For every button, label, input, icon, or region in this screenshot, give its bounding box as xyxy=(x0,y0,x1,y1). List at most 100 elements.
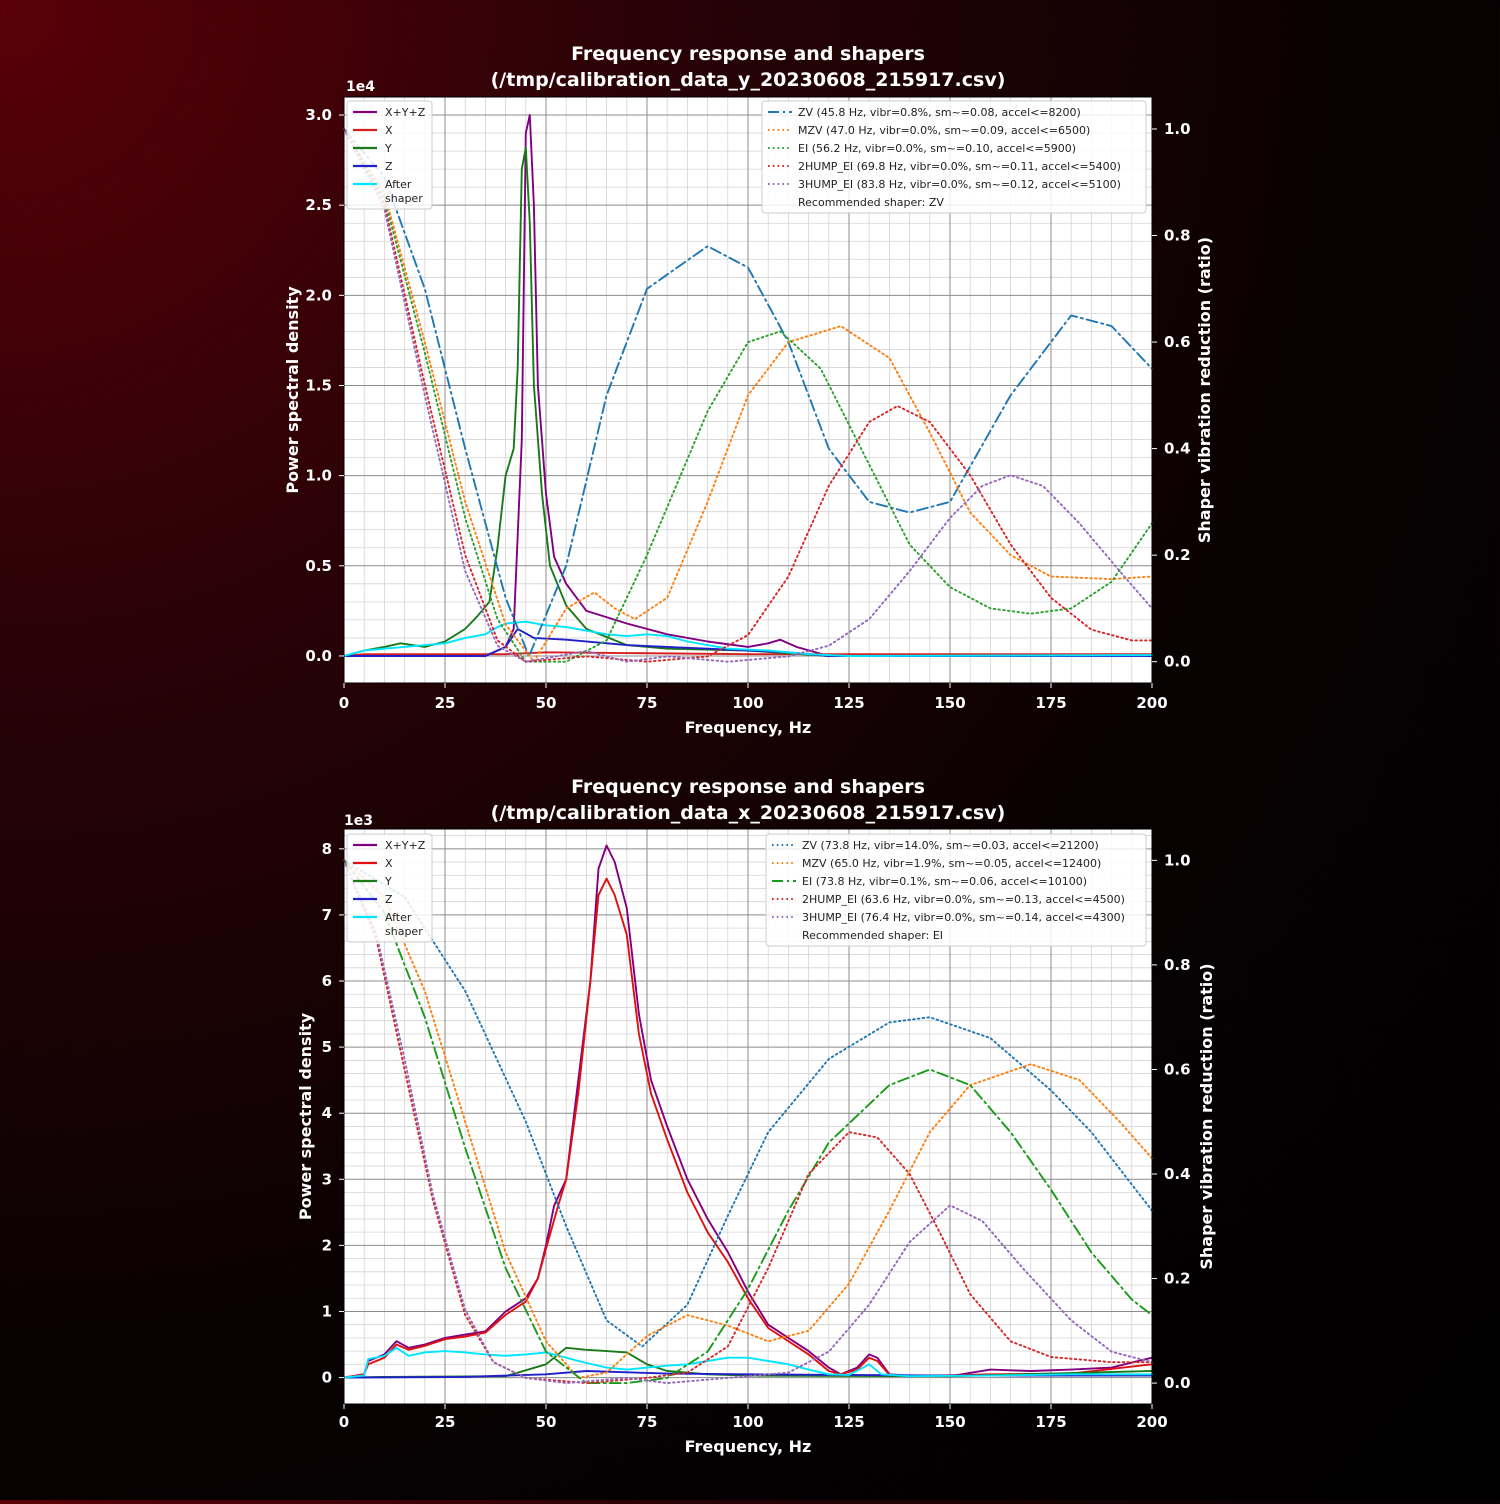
y-tick-label: 1.5 xyxy=(305,376,332,394)
x-tick-label: 100 xyxy=(732,1413,763,1431)
legend-right: ZV (45.8 Hz, vibr=0.8%, sm~=0.08, accel<… xyxy=(761,100,1147,214)
x-tick-label: 200 xyxy=(1136,1413,1167,1431)
series-line-2 xyxy=(343,877,1153,1379)
legend-left: X+Y+Z XYZ After shaper xyxy=(346,100,433,210)
y-tick-label: 8 xyxy=(322,840,332,858)
y-tick-label: 2.0 xyxy=(305,286,332,304)
y-tick-label: 4 xyxy=(322,1104,332,1122)
legend-left-label-line: shaper xyxy=(385,925,423,938)
legend-right-label: ZV (45.8 Hz, vibr=0.8%, sm~=0.08, accel<… xyxy=(798,106,1081,119)
chart-1: 0 25 50 75 100 125 150 175 200 0.0 0.5 1.0 1.5 2.0 2.5… xyxy=(283,43,1214,737)
y-multiplier: 1e4 xyxy=(346,79,375,95)
recommended-shaper: Recommended shaper: ZV xyxy=(798,196,944,209)
chart-title-line2: (/tmp/calibration_data_y_20230608_215917… xyxy=(491,69,1006,91)
y2-tick-label: 0.8 xyxy=(1164,227,1191,245)
x-tick-label: 175 xyxy=(1035,694,1066,712)
x-tick-label: 0 xyxy=(339,694,349,712)
series-line-10 xyxy=(343,128,1153,663)
legend-left-label-line: After xyxy=(385,911,412,924)
y-tick-label: 0.0 xyxy=(305,647,332,665)
legend-left-label: X+Y+Z xyxy=(385,106,426,119)
x-tick-label: 25 xyxy=(435,1413,456,1431)
y2-tick-label: 0.4 xyxy=(1164,1165,1191,1183)
x-axis-label: Frequency, Hz xyxy=(685,1437,812,1456)
y-tick-label: 2.5 xyxy=(305,196,332,214)
legend-right-label: EI (73.8 Hz, vibr=0.1%, sm~=0.06, accel<… xyxy=(802,875,1087,888)
series-line-7 xyxy=(343,859,1153,1379)
y2-tick-label: 1.0 xyxy=(1164,120,1191,138)
y2-tick-label: 0.0 xyxy=(1164,653,1191,671)
x-tick-label: 125 xyxy=(833,694,864,712)
x-tick-label: 50 xyxy=(536,1413,557,1431)
legend-right-label: EI (56.2 Hz, vibr=0.0%, sm~=0.10, accel<… xyxy=(798,142,1076,155)
series-group xyxy=(343,114,1153,663)
legend-left-label: Z xyxy=(385,893,393,906)
chart-title-line1: Frequency response and shapers xyxy=(571,43,925,65)
series-line-10 xyxy=(343,859,1153,1385)
x-tick-label: 75 xyxy=(637,694,658,712)
legend-right-label: 2HUMP_EI (63.6 Hz, vibr=0.0%, sm~=0.13, … xyxy=(802,893,1125,906)
x-tick-label: 175 xyxy=(1035,1413,1066,1431)
legend-left-label: After shaper xyxy=(385,178,423,205)
series-line-7 xyxy=(343,128,1153,663)
x-tick-label: 200 xyxy=(1136,694,1167,712)
legend-left-label: X+Y+Z xyxy=(385,839,426,852)
legend-right-box xyxy=(765,833,1147,947)
series-line-8 xyxy=(343,128,1153,663)
x-tick-label: 150 xyxy=(934,1413,965,1431)
series-line-5 xyxy=(343,1346,1153,1379)
chart-title-line2: (/tmp/calibration_data_x_20230608_215917… xyxy=(491,802,1006,824)
legend-left-label-line: After xyxy=(385,178,412,191)
legend-left-label: Y xyxy=(384,142,392,155)
x-tick-label: 75 xyxy=(637,1413,658,1431)
y-tick-label: 1.0 xyxy=(305,467,332,485)
series-line-6 xyxy=(343,859,1153,1348)
y2-axis-label: Shaper vibration reduction (ratio) xyxy=(1195,237,1214,543)
series-line-9 xyxy=(343,128,1153,663)
legend-left-box xyxy=(346,100,433,210)
y-tick-label: 7 xyxy=(322,906,332,924)
legend-right-box xyxy=(761,100,1147,214)
recommended-shaper: Recommended shaper: EI xyxy=(802,929,943,942)
y-axis-label: Power spectral density xyxy=(296,1012,315,1220)
series-group xyxy=(343,844,1153,1385)
y2-tick-label: 0.0 xyxy=(1164,1374,1191,1392)
series-line-3 xyxy=(343,146,1153,657)
x-tick-label: 100 xyxy=(732,694,763,712)
y2-axis-label: Shaper vibration reduction (ratio) xyxy=(1197,963,1216,1269)
y2-tick-label: 0.6 xyxy=(1164,333,1191,351)
y2-tick-label: 0.8 xyxy=(1164,956,1191,974)
legend-right-label: ZV (73.8 Hz, vibr=14.0%, sm~=0.03, accel… xyxy=(802,839,1099,852)
series-line-6 xyxy=(343,128,1153,658)
y-tick-label: 3 xyxy=(322,1170,332,1188)
legend-right-label: MZV (47.0 Hz, vibr=0.0%, sm~=0.09, accel… xyxy=(798,124,1090,137)
legend-left-label: Z xyxy=(385,160,393,173)
series-line-3 xyxy=(343,1346,1153,1379)
legend-left-label-line: shaper xyxy=(385,192,423,205)
chart-title-line1: Frequency response and shapers xyxy=(571,776,925,798)
y-tick-label: 5 xyxy=(322,1038,332,1056)
legend-right: ZV (73.8 Hz, vibr=14.0%, sm~=0.03, accel… xyxy=(765,833,1147,947)
y-tick-label: 3.0 xyxy=(305,106,332,124)
y-tick-label: 2 xyxy=(322,1236,332,1254)
series-line-5 xyxy=(343,620,1153,657)
y2-tick-label: 0.4 xyxy=(1164,440,1191,458)
legend-right-label: MZV (65.0 Hz, vibr=1.9%, sm~=0.05, accel… xyxy=(802,857,1101,870)
legend-left-label: X xyxy=(385,124,393,137)
y2-tick-label: 1.0 xyxy=(1164,851,1191,869)
x-tick-label: 25 xyxy=(435,694,456,712)
legend-left-box xyxy=(346,833,433,943)
y2-tick-label: 0.6 xyxy=(1164,1060,1191,1078)
x-tick-label: 50 xyxy=(536,694,557,712)
y-axis-label: Power spectral density xyxy=(283,286,302,494)
x-tick-label: 150 xyxy=(934,694,965,712)
legend-left: X+Y+Z XYZ After shaper xyxy=(346,833,433,943)
x-tick-label: 125 xyxy=(833,1413,864,1431)
y-tick-label: 0 xyxy=(322,1369,332,1387)
x-tick-label: 0 xyxy=(339,1413,349,1431)
y2-tick-label: 0.2 xyxy=(1164,1270,1191,1288)
y-tick-label: 1 xyxy=(322,1302,332,1320)
legend-right-label: 2HUMP_EI (69.8 Hz, vibr=0.0%, sm~=0.11, … xyxy=(798,160,1121,173)
series-line-8 xyxy=(343,859,1153,1385)
